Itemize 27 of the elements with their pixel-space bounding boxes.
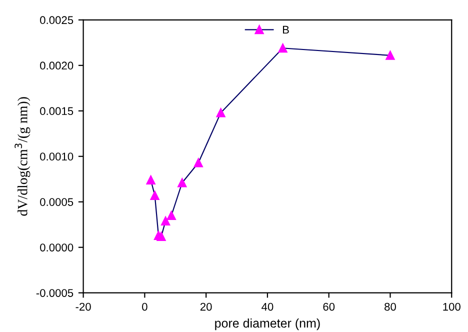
x-tick-label: 0 [142, 302, 148, 311]
legend-label: B [283, 26, 289, 34]
x-tick-label: 60 [323, 302, 335, 311]
y-tick-label: 0.0000 [40, 244, 74, 252]
y-tick-label: 0.0025 [40, 16, 74, 24]
point [156, 232, 166, 241]
x-tick-label: 20 [200, 302, 212, 311]
x-tick-label: -20 [76, 302, 91, 311]
y-tick-label: 0.0015 [40, 107, 74, 116]
point [386, 50, 395, 60]
y-axis-title: dV/dlog(cm$^{3}$/(g nm)) [14, 97, 30, 216]
point [161, 216, 170, 226]
point [146, 176, 156, 185]
point [278, 44, 288, 53]
point [216, 108, 226, 118]
y-tick-label: -0.0005 [36, 289, 74, 297]
point [178, 178, 187, 188]
x-axis-title: pore diameter (nm) [215, 318, 320, 330]
y-tick-label: 0.0005 [40, 198, 74, 206]
point [150, 190, 160, 200]
x-tick-label: 80 [384, 302, 396, 311]
x-tick-label: 100 [443, 302, 460, 311]
x-tick-label: 40 [262, 302, 274, 311]
y-tick-label: 0.0020 [40, 62, 74, 70]
point [166, 210, 176, 220]
point [194, 158, 203, 168]
y-tick-label: 0.0010 [40, 152, 74, 161]
